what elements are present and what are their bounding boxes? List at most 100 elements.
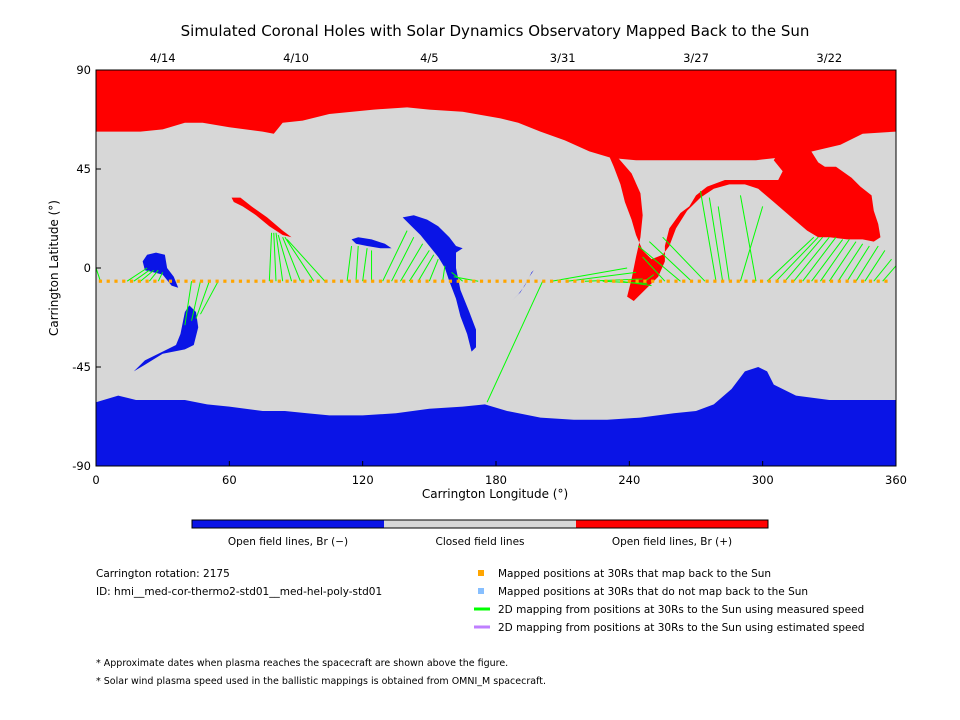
mapped-position-point xyxy=(829,279,834,283)
mapping-line xyxy=(157,272,164,282)
colorbar-segment xyxy=(384,520,576,528)
mapped-position-point xyxy=(448,279,453,283)
mapped-position-point xyxy=(402,279,406,283)
mapped-position-point xyxy=(666,279,670,283)
mapped-position-point xyxy=(308,279,313,283)
y-tick-label: 45 xyxy=(76,162,91,176)
mapped-position-point xyxy=(736,279,740,283)
positive-open-field-region xyxy=(773,147,801,161)
mapped-position-point xyxy=(122,279,126,283)
x-tick-label: 180 xyxy=(485,473,507,487)
negative-open-field-region xyxy=(142,252,179,288)
x-tick-label: 300 xyxy=(752,473,774,487)
date-label: 3/27 xyxy=(683,51,709,65)
mapped-position-point xyxy=(495,279,499,283)
mapped-position-point xyxy=(635,279,639,283)
mapped-position-point xyxy=(814,279,818,283)
mapped-position-point xyxy=(106,279,110,283)
mapped-position-point xyxy=(721,279,725,283)
carrington-rotation: Carrington rotation: 2175 xyxy=(96,568,230,580)
x-tick-label: 240 xyxy=(618,473,640,487)
mapping-line xyxy=(766,236,815,282)
mapped-position-point xyxy=(464,279,468,283)
mapped-position-point xyxy=(363,279,367,283)
date-label: 3/31 xyxy=(550,51,576,65)
mapped-position-point xyxy=(853,279,857,283)
mapped-position-point xyxy=(588,279,593,283)
mapping-line xyxy=(882,265,897,282)
mapped-position-point xyxy=(153,279,157,283)
mapped-position-point xyxy=(277,279,281,283)
negative-open-field-region xyxy=(507,270,534,306)
mapped-position-point xyxy=(752,279,756,283)
mapped-position-point xyxy=(394,279,398,283)
mapping-line xyxy=(126,267,148,282)
mapping-line xyxy=(699,190,717,282)
note-speed: * Solar wind plasma speed used in the ba… xyxy=(96,676,546,687)
mapping-line xyxy=(451,272,463,282)
mapped-position-point xyxy=(619,279,624,283)
model-id: ID: hmi__med-cor-thermo2-std01__med-hel-… xyxy=(96,586,382,598)
mapping-line xyxy=(184,281,193,326)
mapping-line xyxy=(837,243,864,282)
mapped-position-point xyxy=(581,279,585,283)
mapped-position-point xyxy=(371,279,375,283)
mapped-position-point xyxy=(503,279,507,283)
mapped-position-point xyxy=(658,279,663,283)
colorbar: Open field lines, Br (−) Closed field lin… xyxy=(191,519,769,548)
mapped-position-point xyxy=(417,279,421,283)
y-axis-ticks: 90 45 0 -45 -90 xyxy=(72,63,101,473)
mapped-position-point xyxy=(254,279,258,283)
mapping-line xyxy=(717,206,730,282)
mapped-position-point xyxy=(456,279,460,283)
date-label: 4/14 xyxy=(150,51,176,65)
mapped-position-point xyxy=(409,279,414,283)
mapped-position-point xyxy=(627,279,631,283)
mapped-position-point xyxy=(332,279,336,283)
mapping-line xyxy=(400,243,424,282)
date-label: 3/22 xyxy=(816,51,842,65)
mapping-line xyxy=(637,245,681,282)
mapped-position-point xyxy=(542,279,546,283)
legend-label: 2D mapping from positions at 30Rs to the… xyxy=(498,604,864,616)
mapped-position-point xyxy=(806,279,810,283)
mapped-position-point xyxy=(868,279,873,283)
mapped-position-point xyxy=(386,279,390,283)
mapped-position-point xyxy=(884,279,888,283)
y-axis-label: Carrington Latitude (°) xyxy=(47,200,61,336)
negative-open-field-region xyxy=(133,305,199,372)
mapped-position-point xyxy=(511,279,515,283)
mapped-position-point xyxy=(137,279,141,283)
mapped-position-point xyxy=(783,279,787,283)
mapping-line xyxy=(802,236,837,282)
mapping-line xyxy=(133,269,150,282)
mapped-position-point xyxy=(324,279,328,283)
colorbar-label: Open field lines, Br (−) xyxy=(228,536,348,548)
mapped-position-point xyxy=(161,279,165,283)
mapped-position-point xyxy=(596,279,600,283)
mapped-position-point xyxy=(876,279,880,283)
mapped-position-point xyxy=(526,279,530,283)
mapped-position-point xyxy=(705,279,709,283)
mapping-line xyxy=(793,236,830,282)
x-tick-label: 360 xyxy=(885,473,907,487)
legend-swatch xyxy=(478,570,484,576)
mapped-position-point xyxy=(775,279,779,283)
mapped-position-point xyxy=(822,279,826,283)
mapping-line xyxy=(268,232,273,282)
legend-swatch xyxy=(478,588,484,594)
mapping-line xyxy=(428,259,439,282)
mapped-position-point xyxy=(223,279,227,283)
mapped-position-point xyxy=(728,279,733,283)
mapped-position-point xyxy=(378,279,383,283)
mapping-line xyxy=(642,256,666,282)
mapped-position-point xyxy=(791,279,795,283)
mapped-position-point xyxy=(713,279,717,283)
mapping-line xyxy=(486,280,544,403)
colorbar-label: Closed field lines xyxy=(435,536,524,548)
negative-open-field-region xyxy=(96,367,896,466)
mapping-line xyxy=(362,248,368,282)
mapping-line xyxy=(784,236,824,282)
mapping-line xyxy=(408,250,430,282)
mapping-line xyxy=(391,236,415,282)
